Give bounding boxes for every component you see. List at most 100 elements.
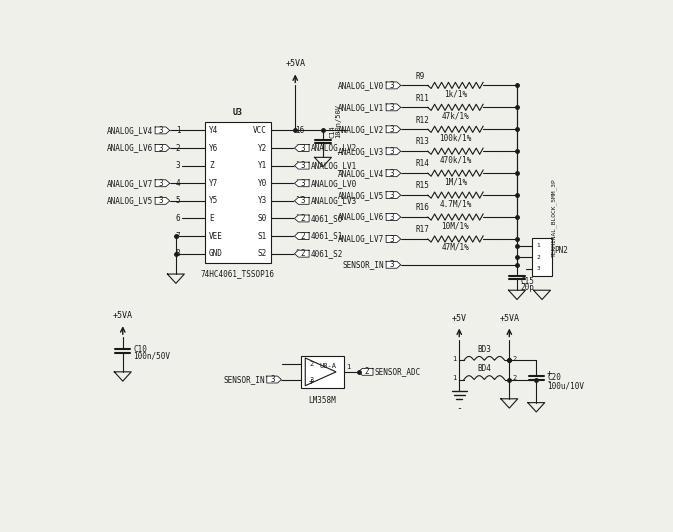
Text: ANALOG_LV5: ANALOG_LV5 — [107, 196, 153, 205]
Text: Y6: Y6 — [209, 144, 218, 153]
Text: 100n/50V: 100n/50V — [133, 352, 170, 361]
Text: 3: 3 — [159, 196, 164, 205]
Text: +5VA: +5VA — [499, 313, 520, 322]
Text: 10M/1%: 10M/1% — [441, 221, 469, 230]
Text: ANALOG_LV1: ANALOG_LV1 — [339, 103, 384, 112]
Polygon shape — [386, 261, 400, 268]
Polygon shape — [295, 180, 309, 187]
Polygon shape — [295, 145, 309, 152]
Text: +: + — [547, 369, 552, 378]
Text: 4061_S1: 4061_S1 — [311, 231, 343, 240]
Text: ANALOG_LV3: ANALOG_LV3 — [311, 196, 357, 205]
Text: Y0: Y0 — [258, 179, 267, 188]
Text: ANALOG_LV0: ANALOG_LV0 — [311, 179, 357, 188]
Text: Y1: Y1 — [258, 161, 267, 170]
Text: +5VA: +5VA — [285, 60, 306, 69]
Text: 3: 3 — [536, 266, 540, 271]
Text: 2: 2 — [301, 249, 306, 258]
Text: +5V: +5V — [452, 313, 467, 322]
Text: S1: S1 — [258, 231, 267, 240]
Text: 1M/1%: 1M/1% — [444, 177, 467, 186]
Text: 2: 2 — [301, 231, 306, 240]
Text: SENSOR_ADC: SENSOR_ADC — [375, 367, 421, 376]
Text: 15: 15 — [295, 144, 304, 153]
Polygon shape — [386, 214, 400, 221]
Text: 2: 2 — [512, 356, 517, 362]
Text: 3: 3 — [390, 235, 394, 244]
Text: 3: 3 — [301, 196, 306, 205]
Text: 3: 3 — [390, 190, 394, 200]
Polygon shape — [155, 197, 170, 204]
Text: 3: 3 — [390, 81, 394, 90]
Text: 2: 2 — [310, 361, 314, 367]
Text: 11: 11 — [295, 214, 304, 223]
Text: 1: 1 — [452, 356, 456, 362]
Text: +: + — [309, 377, 314, 386]
Text: 4.7M/1%: 4.7M/1% — [439, 199, 472, 208]
Text: 14: 14 — [295, 161, 304, 170]
Text: 5: 5 — [176, 196, 180, 205]
Text: ANALOG_LV5: ANALOG_LV5 — [339, 190, 384, 200]
Text: ANALOG_LV4: ANALOG_LV4 — [339, 169, 384, 178]
Text: 1: 1 — [176, 126, 180, 135]
Bar — [532, 238, 552, 276]
Polygon shape — [295, 215, 309, 222]
Text: 4061_S2: 4061_S2 — [311, 249, 343, 258]
Text: 4061_S0: 4061_S0 — [311, 214, 343, 223]
Text: R14: R14 — [415, 160, 429, 169]
Text: 2: 2 — [365, 367, 369, 376]
Text: 3: 3 — [159, 144, 164, 153]
Text: 3: 3 — [301, 161, 306, 170]
Text: S0: S0 — [258, 214, 267, 223]
Text: 2: 2 — [536, 255, 540, 260]
Text: Z: Z — [209, 161, 213, 170]
Text: 3: 3 — [159, 126, 164, 135]
Polygon shape — [359, 368, 373, 375]
Text: 3: 3 — [390, 260, 394, 269]
Text: -: - — [547, 377, 552, 386]
Polygon shape — [306, 358, 336, 386]
Text: ANALOG_LV6: ANALOG_LV6 — [339, 213, 384, 221]
Text: R15: R15 — [415, 181, 429, 190]
Text: U3: U3 — [233, 108, 243, 117]
Text: 20p: 20p — [521, 282, 535, 292]
Text: U8-A: U8-A — [320, 363, 337, 369]
Text: ANALOG_LV3: ANALOG_LV3 — [339, 147, 384, 156]
Text: BD3: BD3 — [477, 345, 491, 354]
Text: ANALOG_LV7: ANALOG_LV7 — [339, 235, 384, 244]
Text: 6: 6 — [176, 214, 180, 223]
Polygon shape — [155, 127, 170, 134]
Text: E: E — [209, 214, 213, 223]
Text: Y2: Y2 — [258, 144, 267, 153]
Polygon shape — [295, 232, 309, 239]
Text: R13: R13 — [415, 137, 429, 146]
Text: 4: 4 — [176, 179, 180, 188]
Text: ANALOG_LV1: ANALOG_LV1 — [311, 161, 357, 170]
Polygon shape — [155, 145, 170, 152]
Text: 3: 3 — [390, 213, 394, 221]
Text: 47M/1%: 47M/1% — [441, 243, 469, 252]
Bar — [205, 122, 271, 262]
Polygon shape — [386, 170, 400, 177]
Polygon shape — [386, 126, 400, 133]
Text: R16: R16 — [415, 203, 429, 212]
Text: 1k/1%: 1k/1% — [444, 89, 467, 98]
Text: R12: R12 — [415, 115, 429, 124]
Text: BD4: BD4 — [477, 364, 491, 373]
Polygon shape — [386, 148, 400, 155]
Text: 3: 3 — [301, 144, 306, 153]
Text: R11: R11 — [415, 94, 429, 103]
Text: ANALOG_LV2: ANALOG_LV2 — [311, 144, 357, 153]
Text: SENSOR_IN: SENSOR_IN — [223, 375, 265, 384]
Polygon shape — [267, 376, 281, 383]
Text: PN2: PN2 — [554, 246, 568, 255]
Text: 3: 3 — [390, 103, 394, 112]
Text: 8: 8 — [176, 249, 180, 258]
Text: C10: C10 — [133, 345, 147, 354]
Text: 100n/50V: 100n/50V — [335, 104, 341, 138]
Text: Y5: Y5 — [209, 196, 218, 205]
Text: 2: 2 — [512, 375, 517, 381]
Text: 3: 3 — [176, 161, 180, 170]
Text: 10: 10 — [295, 231, 304, 240]
Text: 16: 16 — [295, 126, 304, 135]
